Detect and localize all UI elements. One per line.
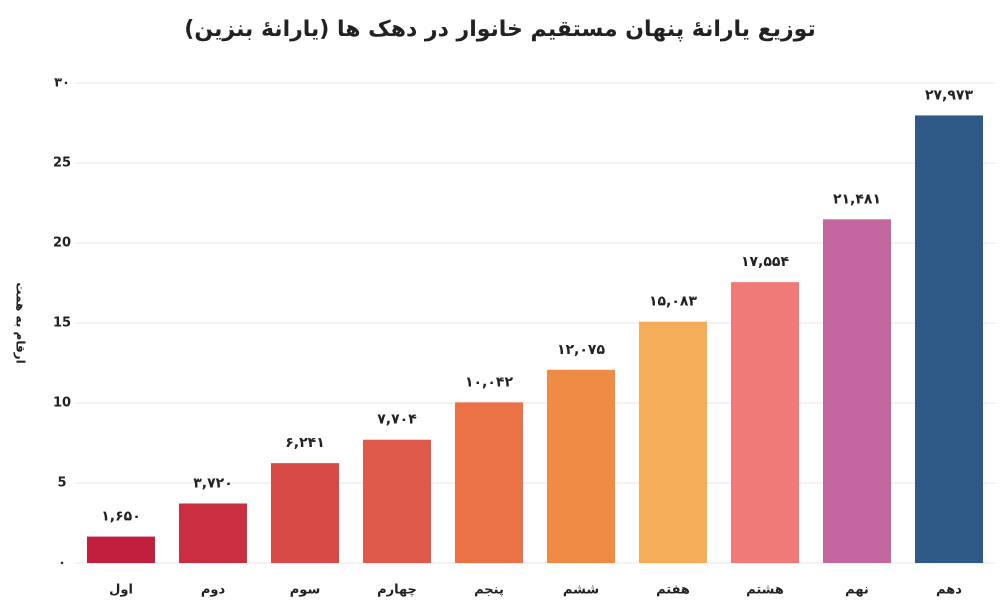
x-tick-label: دوم <box>201 583 226 598</box>
value-label: ۱,۶۵۰ <box>101 509 141 525</box>
y-tick-label: 10 <box>53 396 71 411</box>
x-tick-label: سوم <box>290 583 320 598</box>
bar <box>731 282 799 563</box>
x-tick-label: دهم <box>936 583 962 598</box>
chart-title: توزیع یارانهٔ پنهان مستقیم خانوار در دهک… <box>184 17 815 42</box>
value-label: ۶,۲۴۱ <box>285 435 325 451</box>
value-label: ۲۱,۴۸۱ <box>833 191 881 207</box>
value-label: ۱۷,۵۵۴ <box>741 254 789 270</box>
x-tick-label: چهارم <box>377 583 417 598</box>
y-tick-label: 5 <box>57 476 66 491</box>
bar <box>639 321 707 563</box>
x-tick-label: پنجم <box>474 583 504 598</box>
y-tick-label: 20 <box>53 236 71 251</box>
value-label: ۷,۷۰۴ <box>377 412 417 428</box>
y-tick-label: ۰ <box>58 556 66 571</box>
bar <box>823 219 891 563</box>
value-label: ۱۲,۰۷۵ <box>557 342 605 358</box>
bar <box>271 463 339 563</box>
bar <box>363 439 431 563</box>
y-axis-label: ارقام به همت <box>13 282 28 363</box>
value-label: ۲۷,۹۷۳ <box>925 87 973 103</box>
value-label: ۳,۷۲۰ <box>193 475 233 491</box>
x-tick-label: نهم <box>845 583 869 598</box>
y-tick-label: ۳۰ <box>54 76 70 91</box>
bar <box>915 115 983 563</box>
bar <box>547 369 615 563</box>
x-tick-label: هفتم <box>656 583 690 598</box>
bar <box>87 536 155 563</box>
x-tick-label: اول <box>109 583 133 598</box>
value-label: ۱۰,۰۴۲ <box>465 374 513 390</box>
y-tick-label: 15 <box>53 316 71 331</box>
y-tick-label: 25 <box>53 156 71 171</box>
x-tick-label: ششم <box>563 583 599 598</box>
bar <box>179 503 247 563</box>
x-tick-label: هشتم <box>746 583 784 598</box>
bar <box>455 402 523 563</box>
value-label: ۱۵,۰۸۳ <box>649 294 697 310</box>
